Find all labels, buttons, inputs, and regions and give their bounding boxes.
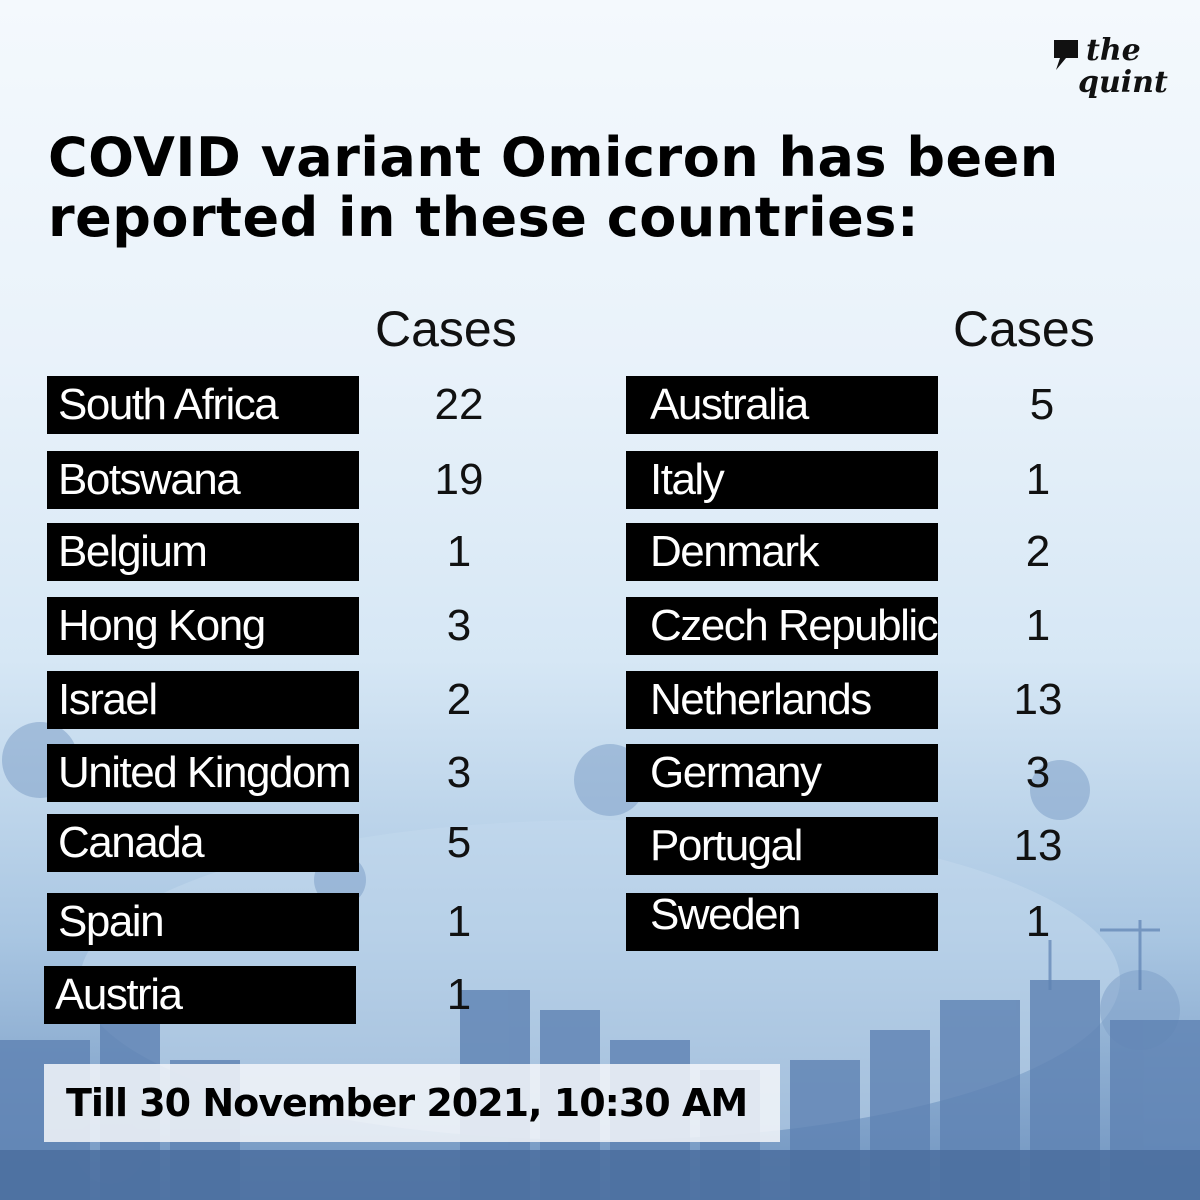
headline: COVID variant Omicron has been reported … [48,128,1168,248]
case-count: 13 [1013,675,1063,724]
case-count: 5 [1029,380,1055,429]
country-name: South Africa [47,376,359,434]
case-count: 22 [434,380,484,429]
case-count: 1 [1025,601,1051,650]
timestamp-banner: Till 30 November 2021, 10:30 AM [44,1064,780,1142]
logo-word-the: the [1086,33,1141,68]
country-name: Australia [626,376,938,434]
country-name: Germany [626,744,938,802]
country-name: United Kingdom [47,744,359,802]
case-count: 1 [446,527,472,576]
headline-line-1: COVID variant Omicron has been [48,126,1059,189]
case-count: 13 [1013,821,1063,870]
headline-line-2: reported in these countries: [48,186,920,249]
timestamp-text: Till 30 November 2021, 10:30 AM [66,1081,748,1125]
speech-bubble-icon [1054,40,1078,70]
case-count: 3 [446,748,472,797]
country-name: Sweden [626,893,938,951]
country-name: Czech Republic [626,597,938,655]
case-count: 2 [446,675,472,724]
case-count: 3 [1025,748,1051,797]
case-count: 19 [434,455,484,504]
country-name: Spain [47,893,359,951]
country-name: Israel [47,671,359,729]
logo-word-quint: quint [1078,65,1168,100]
country-name: Austria [44,966,356,1024]
case-count: 1 [1025,455,1051,504]
case-count: 3 [446,601,472,650]
case-count: 2 [1025,527,1051,576]
case-count: 5 [446,818,472,867]
country-name: Portugal [626,817,938,875]
country-name: Denmark [626,523,938,581]
country-name: Canada [47,814,359,872]
country-name: Belgium [47,523,359,581]
country-name: Netherlands [626,671,938,729]
case-count: 1 [446,970,472,1019]
country-name: Italy [626,451,938,509]
the-quint-logo: the quint [1052,36,1182,106]
cases-header-left: Cases [375,301,517,357]
case-count: 1 [446,897,472,946]
country-name: Hong Kong [47,597,359,655]
country-name: Botswana [47,451,359,509]
case-count: 1 [1025,897,1051,946]
cases-header-right: Cases [953,301,1095,357]
